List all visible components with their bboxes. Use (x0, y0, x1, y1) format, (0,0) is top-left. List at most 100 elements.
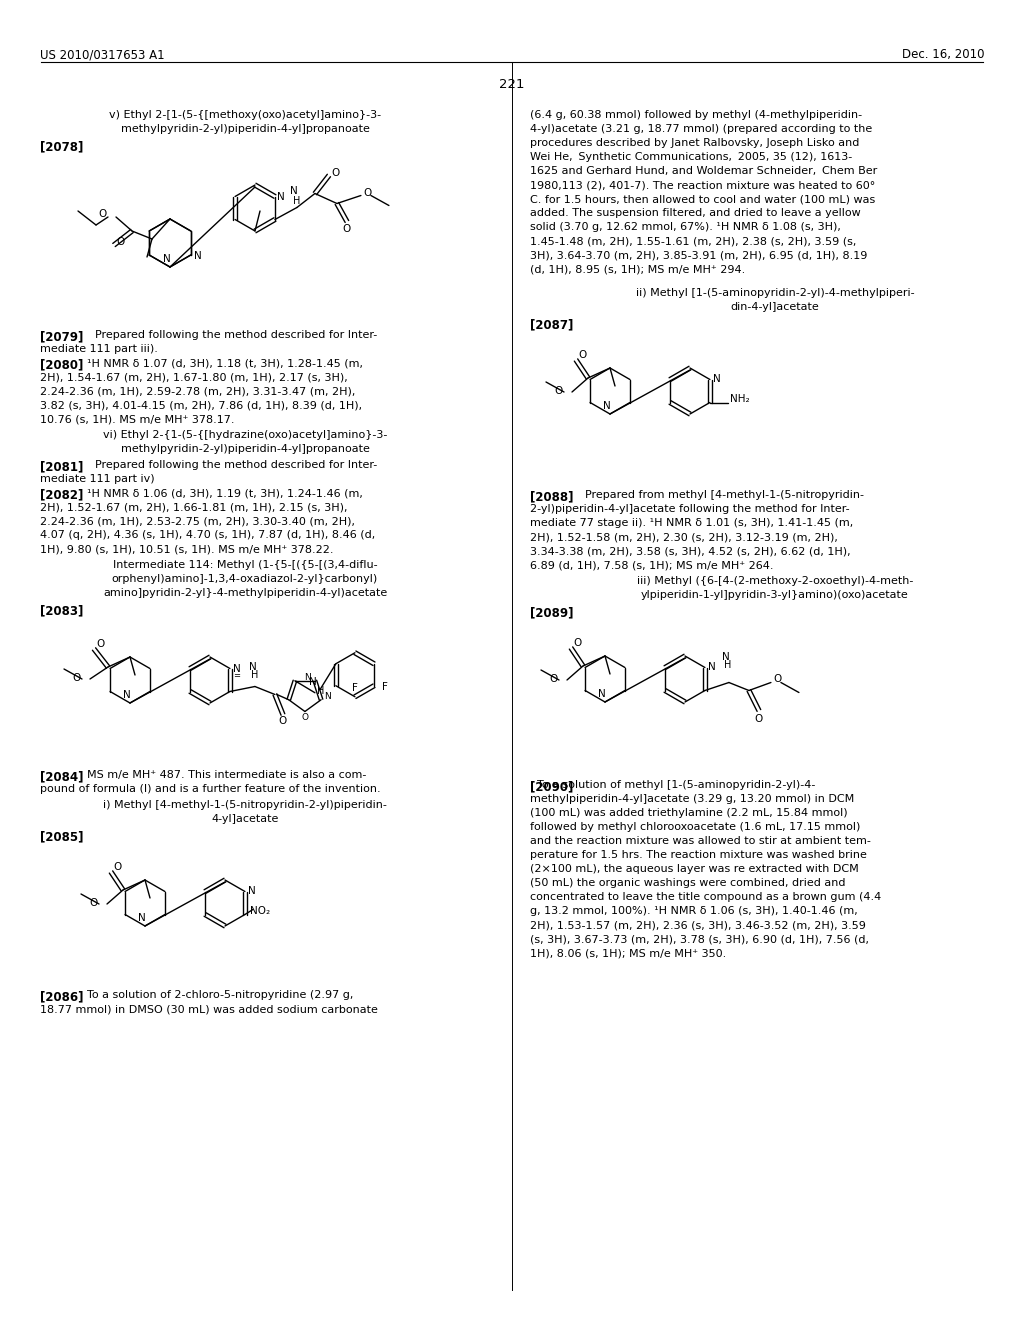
Text: i) Methyl [4-methyl-1-(5-nitropyridin-2-yl)piperidin-: i) Methyl [4-methyl-1-(5-nitropyridin-2-… (103, 800, 387, 810)
Text: O: O (116, 238, 124, 247)
Text: O: O (301, 714, 308, 722)
Text: 221: 221 (500, 78, 524, 91)
Text: (6.4 g, 60.38 mmol) followed by methyl (4-methylpiperidin-: (6.4 g, 60.38 mmol) followed by methyl (… (530, 110, 862, 120)
Text: N: N (722, 652, 730, 661)
Text: ¹H NMR δ 1.07 (d, 3H), 1.18 (t, 3H), 1.28-1.45 (m,: ¹H NMR δ 1.07 (d, 3H), 1.18 (t, 3H), 1.2… (87, 358, 362, 368)
Text: 1980,113 (2), 401-7). The reaction mixture was heated to 60°: 1980,113 (2), 401-7). The reaction mixtu… (530, 180, 876, 190)
Text: 6.89 (d, 1H), 7.58 (s, 1H); MS m/e MH⁺ 264.: 6.89 (d, 1H), 7.58 (s, 1H); MS m/e MH⁺ 2… (530, 560, 773, 570)
Text: mediate 111 part iii).: mediate 111 part iii). (40, 345, 158, 354)
Text: O: O (98, 209, 106, 219)
Text: [2086]: [2086] (40, 990, 84, 1003)
Text: solid (3.70 g, 12.62 mmol, 67%). ¹H NMR δ 1.08 (s, 3H),: solid (3.70 g, 12.62 mmol, 67%). ¹H NMR … (530, 222, 841, 232)
Text: O: O (362, 187, 371, 198)
Text: (100 mL) was added triethylamine (2.2 mL, 15.84 mmol): (100 mL) was added triethylamine (2.2 mL… (530, 808, 848, 818)
Text: H: H (724, 660, 731, 671)
Text: 2.24-2.36 (m, 1H), 2.53-2.75 (m, 2H), 3.30-3.40 (m, 2H),: 2.24-2.36 (m, 1H), 2.53-2.75 (m, 2H), 3.… (40, 516, 355, 525)
Text: [2087]: [2087] (530, 318, 573, 331)
Text: N: N (304, 673, 311, 681)
Text: N: N (248, 887, 256, 896)
Text: [2090]: [2090] (530, 780, 573, 793)
Text: [2083]: [2083] (40, 605, 83, 616)
Text: 3.82 (s, 3H), 4.01-4.15 (m, 2H), 7.86 (d, 1H), 8.39 (d, 1H),: 3.82 (s, 3H), 4.01-4.15 (m, 2H), 7.86 (d… (40, 400, 362, 411)
Text: 18.77 mmol) in DMSO (30 mL) was added sodium carbonate: 18.77 mmol) in DMSO (30 mL) was added so… (40, 1005, 378, 1014)
Text: N: N (603, 401, 611, 411)
Text: F: F (382, 681, 388, 692)
Text: NO₂: NO₂ (250, 907, 270, 916)
Text: O: O (90, 898, 98, 908)
Text: followed by methyl chlorooxoacetate (1.6 mL, 17.15 mmol): followed by methyl chlorooxoacetate (1.6… (530, 822, 860, 832)
Text: methylpiperidin-4-yl]acetate (3.29 g, 13.20 mmol) in DCM: methylpiperidin-4-yl]acetate (3.29 g, 13… (530, 795, 854, 804)
Text: mediate 77 stage ii). ¹H NMR δ 1.01 (s, 3H), 1.41-1.45 (m,: mediate 77 stage ii). ¹H NMR δ 1.01 (s, … (530, 517, 853, 528)
Text: vi) Ethyl 2-{1-(5-{[hydrazine(oxo)acetyl]amino}-3-: vi) Ethyl 2-{1-(5-{[hydrazine(oxo)acetyl… (102, 430, 387, 440)
Text: N: N (194, 251, 202, 261)
Text: =: = (232, 672, 240, 681)
Text: 2.24-2.36 (m, 1H), 2.59-2.78 (m, 2H), 3.31-3.47 (m, 2H),: 2.24-2.36 (m, 1H), 2.59-2.78 (m, 2H), 3.… (40, 385, 355, 396)
Text: O: O (96, 639, 104, 649)
Text: iii) Methyl ({6-[4-(2-methoxy-2-oxoethyl)-4-meth-: iii) Methyl ({6-[4-(2-methoxy-2-oxoethyl… (637, 576, 913, 586)
Text: methylpyridin-2-yl)piperidin-4-yl]propanoate: methylpyridin-2-yl)piperidin-4-yl]propan… (121, 444, 370, 454)
Text: N: N (309, 677, 316, 686)
Text: Prepared following the method described for Inter-: Prepared following the method described … (95, 330, 377, 341)
Text: pound of formula (I) and is a further feature of the invention.: pound of formula (I) and is a further fe… (40, 784, 381, 795)
Text: O: O (573, 638, 582, 648)
Text: H: H (316, 686, 325, 696)
Text: 1.45-1.48 (m, 2H), 1.55-1.61 (m, 2H), 2.38 (s, 2H), 3.59 (s,: 1.45-1.48 (m, 2H), 1.55-1.61 (m, 2H), 2.… (530, 236, 856, 246)
Text: [2084]: [2084] (40, 770, 84, 783)
Text: v) Ethyl 2-[1-(5-{[methoxy(oxo)acetyl]amino}-3-: v) Ethyl 2-[1-(5-{[methoxy(oxo)acetyl]am… (109, 110, 381, 120)
Text: Wei He,  Synthetic Communications,  2005, 35 (12), 1613-: Wei He, Synthetic Communications, 2005, … (530, 152, 852, 162)
Text: C. for 1.5 hours, then allowed to cool and water (100 mL) was: C. for 1.5 hours, then allowed to cool a… (530, 194, 876, 205)
Text: perature for 1.5 hrs. The reaction mixture was washed brine: perature for 1.5 hrs. The reaction mixtu… (530, 850, 867, 861)
Text: Prepared following the method described for Inter-: Prepared following the method described … (95, 459, 377, 470)
Text: 1H), 8.06 (s, 1H); MS m/e MH⁺ 350.: 1H), 8.06 (s, 1H); MS m/e MH⁺ 350. (530, 948, 726, 958)
Text: O: O (279, 717, 287, 726)
Text: [2080]: [2080] (40, 358, 83, 371)
Text: To a solution of 2-chloro-5-nitropyridine (2.97 g,: To a solution of 2-chloro-5-nitropyridin… (87, 990, 353, 1001)
Text: [2088]: [2088] (530, 490, 573, 503)
Text: N: N (249, 661, 257, 672)
Text: 2H), 1.53-1.57 (m, 2H), 2.36 (s, 3H), 3.46-3.52 (m, 2H), 3.59: 2H), 1.53-1.57 (m, 2H), 2.36 (s, 3H), 3.… (530, 920, 866, 931)
Text: N: N (290, 186, 298, 197)
Text: 1H), 9.80 (s, 1H), 10.51 (s, 1H). MS m/e MH⁺ 378.22.: 1H), 9.80 (s, 1H), 10.51 (s, 1H). MS m/e… (40, 544, 334, 554)
Text: din-4-yl]acetate: din-4-yl]acetate (731, 302, 819, 312)
Text: O: O (113, 862, 121, 873)
Text: N: N (598, 689, 606, 700)
Text: To a solution of methyl [1-(5-aminopyridin-2-yl)-4-: To a solution of methyl [1-(5-aminopyrid… (530, 780, 815, 789)
Text: N: N (708, 663, 716, 672)
Text: procedures described by Janet Ralbovsky, Joseph Lisko and: procedures described by Janet Ralbovsky,… (530, 139, 859, 148)
Text: Intermediate 114: Methyl (1-{5-[({5-[(3,4-diflu-: Intermediate 114: Methyl (1-{5-[({5-[(3,… (113, 560, 377, 570)
Text: 2H), 1.52-1.67 (m, 2H), 1.66-1.81 (m, 1H), 2.15 (s, 3H),: 2H), 1.52-1.67 (m, 2H), 1.66-1.81 (m, 1H… (40, 502, 347, 512)
Text: O: O (73, 673, 81, 682)
Text: 4.07 (q, 2H), 4.36 (s, 1H), 4.70 (s, 1H), 7.87 (d, 1H), 8.46 (d,: 4.07 (q, 2H), 4.36 (s, 1H), 4.70 (s, 1H)… (40, 531, 375, 540)
Text: 4-yl)acetate (3.21 g, 18.77 mmol) (prepared according to the: 4-yl)acetate (3.21 g, 18.77 mmol) (prepa… (530, 124, 872, 135)
Text: MS m/e MH⁺ 487. This intermediate is also a com-: MS m/e MH⁺ 487. This intermediate is als… (87, 770, 367, 780)
Text: mediate 111 part iv): mediate 111 part iv) (40, 474, 155, 484)
Text: H: H (251, 671, 259, 681)
Text: g, 13.2 mmol, 100%). ¹H NMR δ 1.06 (s, 3H), 1.40-1.46 (m,: g, 13.2 mmol, 100%). ¹H NMR δ 1.06 (s, 3… (530, 906, 858, 916)
Text: O: O (755, 714, 763, 723)
Text: O: O (555, 385, 563, 396)
Text: orphenyl)amino]-1,3,4-oxadiazol-2-yl}carbonyl): orphenyl)amino]-1,3,4-oxadiazol-2-yl}car… (112, 574, 378, 583)
Text: 2-yl)piperidin-4-yl]acetate following the method for Inter-: 2-yl)piperidin-4-yl]acetate following th… (530, 504, 850, 513)
Text: [2079]: [2079] (40, 330, 83, 343)
Text: N: N (276, 191, 285, 202)
Text: 1625 and Gerhard Hund, and Woldemar Schneider,  Chem Ber: 1625 and Gerhard Hund, and Woldemar Schn… (530, 166, 878, 176)
Text: 2H), 1.54-1.67 (m, 2H), 1.67-1.80 (m, 1H), 2.17 (s, 3H),: 2H), 1.54-1.67 (m, 2H), 1.67-1.80 (m, 1H… (40, 372, 348, 381)
Text: NH₂: NH₂ (730, 393, 750, 404)
Text: N: N (163, 253, 171, 264)
Text: (2×100 mL), the aqueous layer was re extracted with DCM: (2×100 mL), the aqueous layer was re ext… (530, 865, 859, 874)
Text: methylpyridin-2-yl)piperidin-4-yl]propanoate: methylpyridin-2-yl)piperidin-4-yl]propan… (121, 124, 370, 135)
Text: 4-yl]acetate: 4-yl]acetate (211, 814, 279, 824)
Text: (d, 1H), 8.95 (s, 1H); MS m/e MH⁺ 294.: (d, 1H), 8.95 (s, 1H); MS m/e MH⁺ 294. (530, 264, 745, 275)
Text: [2082]: [2082] (40, 488, 83, 502)
Text: 2H), 1.52-1.58 (m, 2H), 2.30 (s, 2H), 3.12-3.19 (m, 2H),: 2H), 1.52-1.58 (m, 2H), 2.30 (s, 2H), 3.… (530, 532, 838, 543)
Text: N: N (232, 664, 241, 673)
Text: N: N (123, 690, 131, 700)
Text: O: O (578, 350, 587, 360)
Text: O: O (550, 675, 558, 684)
Text: concentrated to leave the title compound as a brown gum (4.4: concentrated to leave the title compound… (530, 892, 882, 902)
Text: added. The suspension filtered, and dried to leave a yellow: added. The suspension filtered, and drie… (530, 209, 861, 218)
Text: and the reaction mixture was allowed to stir at ambient tem-: and the reaction mixture was allowed to … (530, 836, 870, 846)
Text: N: N (138, 913, 145, 923)
Text: 3H), 3.64-3.70 (m, 2H), 3.85-3.91 (m, 2H), 6.95 (d, 1H), 8.19: 3H), 3.64-3.70 (m, 2H), 3.85-3.91 (m, 2H… (530, 249, 867, 260)
Text: O: O (343, 223, 351, 234)
